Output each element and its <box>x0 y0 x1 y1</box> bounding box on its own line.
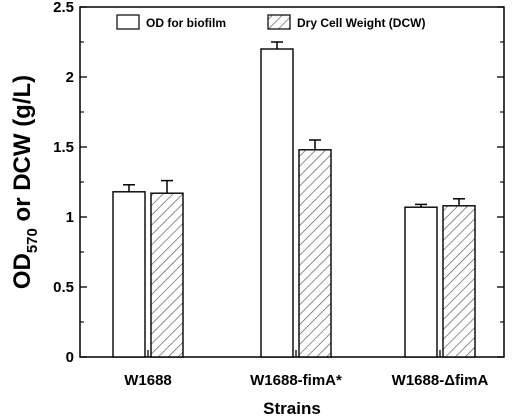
error-bar-dcw-w1688-fima- <box>309 139 321 150</box>
y-tick-label: 1.5 <box>53 139 74 156</box>
y-axis-title-subscript: 570 <box>24 228 41 253</box>
legend-swatch-od-for-biofilm <box>116 14 140 30</box>
x-tick-label: W1688 <box>124 372 172 389</box>
bar-od-w1688 <box>112 191 146 358</box>
bar-dcw-w1688-fima <box>442 205 476 358</box>
y-axis-title-main: OD <box>9 253 36 289</box>
y-axis-title-rest: or DCW (g/L) <box>9 75 36 228</box>
x-axis-title: Strains <box>263 399 321 418</box>
error-bars-layer <box>123 41 465 208</box>
error-bar-od-w1688-fima- <box>271 41 283 49</box>
x-tick-label: W1688-ΔfimA <box>392 372 489 389</box>
legend-label-dry-cell-weight: Dry Cell Weight (DCW) <box>297 16 425 30</box>
y-tick-label: 2 <box>66 69 74 86</box>
bar-dcw-w1688 <box>150 192 184 358</box>
y-tick-label: 2.5 <box>53 0 74 16</box>
y-tick-label: 1 <box>66 209 74 226</box>
legend-swatch-dry-cell-weight <box>267 14 291 30</box>
error-bar-od-w1688 <box>123 184 135 192</box>
error-bar-dcw-w1688-fima <box>453 198 465 206</box>
y-tick-label: 0 <box>66 349 74 366</box>
x-axis-ticks: W1688 W1688-fimA* W1688-ΔfimA <box>124 350 488 389</box>
bar-od-w1688-fima <box>404 206 438 358</box>
y-axis-ticks: 0 0.5 1 1.5 2 2.5 <box>53 0 504 366</box>
legend: OD for biofilm Dry Cell Weight (DCW) <box>116 14 425 30</box>
bar-dcw-w1688-fima- <box>298 149 332 358</box>
bars-layer <box>112 48 476 358</box>
y-tick-label: 0.5 <box>53 279 74 296</box>
x-tick-label: W1688-fimA* <box>250 372 342 389</box>
legend-label-od-for-biofilm: OD for biofilm <box>146 16 226 30</box>
error-bar-dcw-w1688 <box>161 179 173 194</box>
y-axis-title: OD570 or DCW (g/L) <box>9 75 41 289</box>
bar-od-w1688-fima- <box>260 48 294 358</box>
error-bar-od-w1688-fima <box>415 203 427 208</box>
